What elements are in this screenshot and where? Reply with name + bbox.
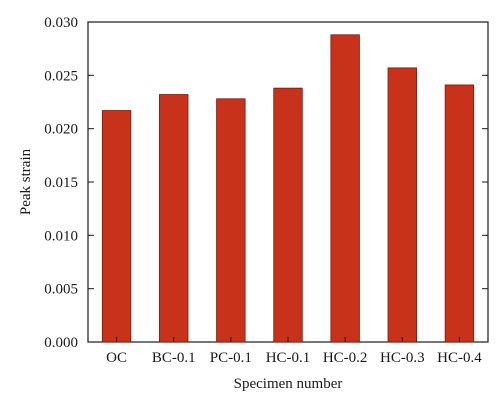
bar-hc-0-2 — [330, 34, 360, 343]
x-tick-label: HC-0.1 — [266, 350, 311, 366]
x-axis-title: Specimen number — [234, 376, 343, 392]
bar-oc — [101, 110, 132, 343]
y-tick-label: 0.005 — [44, 282, 78, 298]
y-axis-title: Peak strain — [18, 148, 34, 215]
y-tick-label: 0.025 — [44, 68, 78, 84]
x-tick-label: OC — [106, 350, 127, 366]
x-tick-label: HC-0.3 — [380, 350, 425, 366]
x-tick-label: PC-0.1 — [210, 350, 252, 366]
bars-group — [101, 34, 475, 343]
x-tick-label: HC-0.2 — [323, 350, 368, 366]
bar-hc-0-1 — [273, 87, 303, 343]
y-tick-label: 0.030 — [44, 15, 78, 31]
bar-bc-0-1 — [159, 94, 189, 343]
y-tick-label: 0.010 — [44, 228, 78, 244]
y-tick-label: 0.020 — [44, 122, 78, 138]
y-tick-label: 0.015 — [44, 175, 78, 191]
bar-hc-0-3 — [387, 67, 417, 343]
x-tick-label: BC-0.1 — [152, 350, 196, 366]
bar-pc-0-1 — [216, 98, 246, 343]
y-axis-ticks: 0.000 0.005 0.010 0.015 0.020 0.025 0.030 — [44, 15, 488, 351]
bar-hc-0-4 — [444, 84, 475, 343]
y-tick-label: 0.000 — [44, 335, 78, 351]
x-axis-ticks: OC BC-0.1 PC-0.1 HC-0.1 HC-0.2 HC-0.3 HC-0.4 — [106, 337, 482, 366]
x-tick-label: HC-0.4 — [437, 350, 482, 366]
